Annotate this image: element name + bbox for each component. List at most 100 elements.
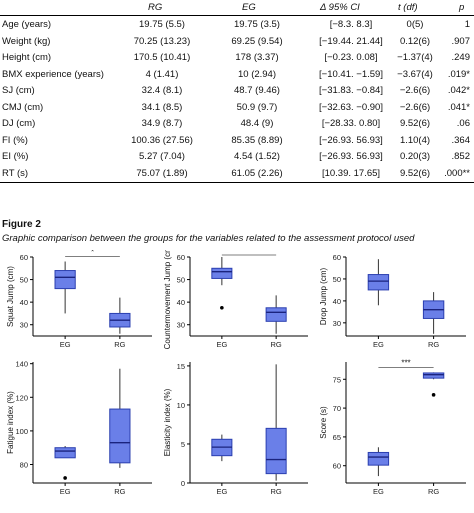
table-cell: [10.39. 17.65] <box>321 167 381 179</box>
figure-caption: Graphic comparison between the groups fo… <box>2 233 415 244</box>
x-tick-label: RG <box>271 340 282 349</box>
table-cell: [−32.63. −0.90] <box>319 101 383 113</box>
table-cell: 69.25 (9.54) <box>231 35 283 47</box>
y-tick-label: 60 <box>20 253 28 262</box>
boxplot-panel: 80 100 120 140 Fatigue index (%) EG RG <box>6 360 152 496</box>
header-p: p <box>459 2 465 13</box>
table-cell: −3.67(4) <box>397 68 433 80</box>
significance-label: * <box>91 250 94 257</box>
table-cell: 48.7 (9.46) <box>234 85 280 96</box>
box-iqr <box>54 447 76 459</box>
table-cell: 75.07 (1.89) <box>136 167 188 179</box>
table-row: CMJ (cm) 34.1 (8.5) 50.9 (9.7) [−32.63. −0.… <box>0 100 474 116</box>
table-cell: FI (%) <box>2 134 28 146</box>
table-cell: 19.75 (5.5) <box>139 19 185 30</box>
y-tick-label: 40 <box>333 297 341 306</box>
y-tick-label: 100 <box>15 427 28 436</box>
boxplot-panel: 30 40 50 60 Drop Jump (cm) EG RG <box>319 253 466 349</box>
y-tick-label: 70 <box>333 404 341 413</box>
x-tick-label: RG <box>114 340 125 349</box>
table-header-rule <box>0 15 474 16</box>
box-iqr <box>367 451 390 466</box>
table-row: FI (%) 100.36 (27.56) 85.35 (8.89) [−26.93.… <box>0 133 474 149</box>
box-iqr <box>265 427 287 475</box>
box-iqr <box>211 267 233 279</box>
table-cell: [−10.41. −1.59] <box>319 68 383 80</box>
table-cell: .907 <box>451 35 471 47</box>
table-cell: RT (s) <box>2 167 29 179</box>
y-axis-label: Drop Jump (cm) <box>319 267 328 325</box>
table-cell: SJ (cm) <box>2 85 35 96</box>
table-bottom-rule <box>0 182 474 183</box>
y-tick-label: 75 <box>333 375 341 384</box>
table-cell: 1.10(4) <box>399 134 431 146</box>
table-cell: 0.20(3) <box>399 151 431 162</box>
x-tick-label: RG <box>271 487 282 496</box>
y-tick-label: 30 <box>177 321 185 330</box>
x-tick-label: RG <box>428 487 439 496</box>
outlier-point <box>220 305 224 310</box>
box-iqr <box>265 307 287 322</box>
table-cell: DJ (cm) <box>2 118 36 129</box>
y-axis-label: Score (s) <box>319 406 328 439</box>
table-cell: 0.12(6) <box>399 35 431 47</box>
x-tick-label: EG <box>216 340 227 349</box>
y-tick-label: 40 <box>20 298 28 307</box>
boxplot-panel: 0 5 10 15 Elasticity index (%) EG RG <box>163 362 308 496</box>
x-tick-label: EG <box>60 340 71 349</box>
box-iqr <box>422 372 445 379</box>
table-cell: −1.37(4) <box>397 52 433 63</box>
table-row: DJ (cm) 34.9 (8.7) 48.4 (9) [−28.33. 0.80] 9… <box>0 116 474 132</box>
table-row: RT (s) 75.07 (1.89) 61.05 (2.26) [10.39. 17… <box>0 166 474 182</box>
figure-label: Figure 2 <box>2 219 41 230</box>
y-tick-label: 30 <box>20 321 28 330</box>
table-cell: 9.52(6) <box>399 167 431 179</box>
y-tick-label: 50 <box>177 276 185 285</box>
table-cell: 4 (1.41) <box>145 68 179 80</box>
table-row: BMX experience (years) 4 (1.41) 10 (2.94) [… <box>0 67 474 83</box>
table-cell: 100.36 (27.56) <box>131 134 193 146</box>
table-cell: 50.9 (9.7) <box>236 101 278 113</box>
y-tick-label: 50 <box>20 276 28 285</box>
table-cell: .041* <box>447 101 470 113</box>
y-tick-label: 60 <box>333 462 341 471</box>
table-cell: .06 <box>456 118 470 129</box>
significance-label: *** <box>401 358 410 367</box>
y-tick-label: 15 <box>177 362 185 371</box>
table-cell: 10 (2.94) <box>237 68 277 80</box>
table-cell: 4.54 (1.52) <box>234 151 280 162</box>
header-eg: EG <box>242 2 256 13</box>
x-tick-label: EG <box>216 487 227 496</box>
table-cell: Weight (kg) <box>2 35 51 47</box>
table-cell: [−26.93. 56.93] <box>319 151 383 162</box>
table-cell: 70.25 (13.23) <box>133 35 191 47</box>
y-tick-label: 5 <box>181 440 185 449</box>
y-tick-label: 65 <box>333 433 341 442</box>
table-cell: [−8.3. 8.3] <box>329 19 373 30</box>
table-row: Height (cm) 170.5 (10.41) 178 (3.37) [−0.23… <box>0 50 474 66</box>
table-cell: [−19.44. 21.44] <box>319 35 383 47</box>
table-cell: .852 <box>451 151 471 162</box>
table-cell: [−28.33. 0.80] <box>321 118 381 129</box>
table-cell: 34.1 (8.5) <box>141 101 183 113</box>
y-tick-label: 30 <box>333 319 341 328</box>
table-cell: 0(5) <box>406 19 424 30</box>
x-tick-label: EG <box>60 487 71 496</box>
boxplot-panel: 60 65 70 75 Score (s) EG RG *** <box>319 358 466 496</box>
table-cell: [−26.93. 56.93] <box>319 134 383 146</box>
box-iqr <box>54 270 76 290</box>
table-cell: .364 <box>451 134 471 146</box>
table-cell: 5.27 (7.04) <box>139 151 185 162</box>
table-cell: 48.4 (9) <box>240 118 274 129</box>
y-tick-label: 50 <box>333 275 341 284</box>
table-cell: BMX experience (years) <box>2 68 104 80</box>
table-row: Weight (kg) 70.25 (13.23) 69.25 (9.54) [−19… <box>0 34 474 50</box>
y-tick-label: 60 <box>333 253 341 262</box>
significance-label: * <box>247 250 250 255</box>
header-rg: RG <box>148 2 163 13</box>
table-row: Age (years) 19.75 (5.5) 19.75 (3.5) [−8.3. … <box>0 17 474 33</box>
table-cell: .019* <box>447 68 470 80</box>
table-cell: −2.6(6) <box>399 101 431 113</box>
y-tick-label: 80 <box>20 461 28 470</box>
table-row: SJ (cm) 32.4 (8.1) 48.7 (9.46) [−31.83. −0.… <box>0 83 474 99</box>
